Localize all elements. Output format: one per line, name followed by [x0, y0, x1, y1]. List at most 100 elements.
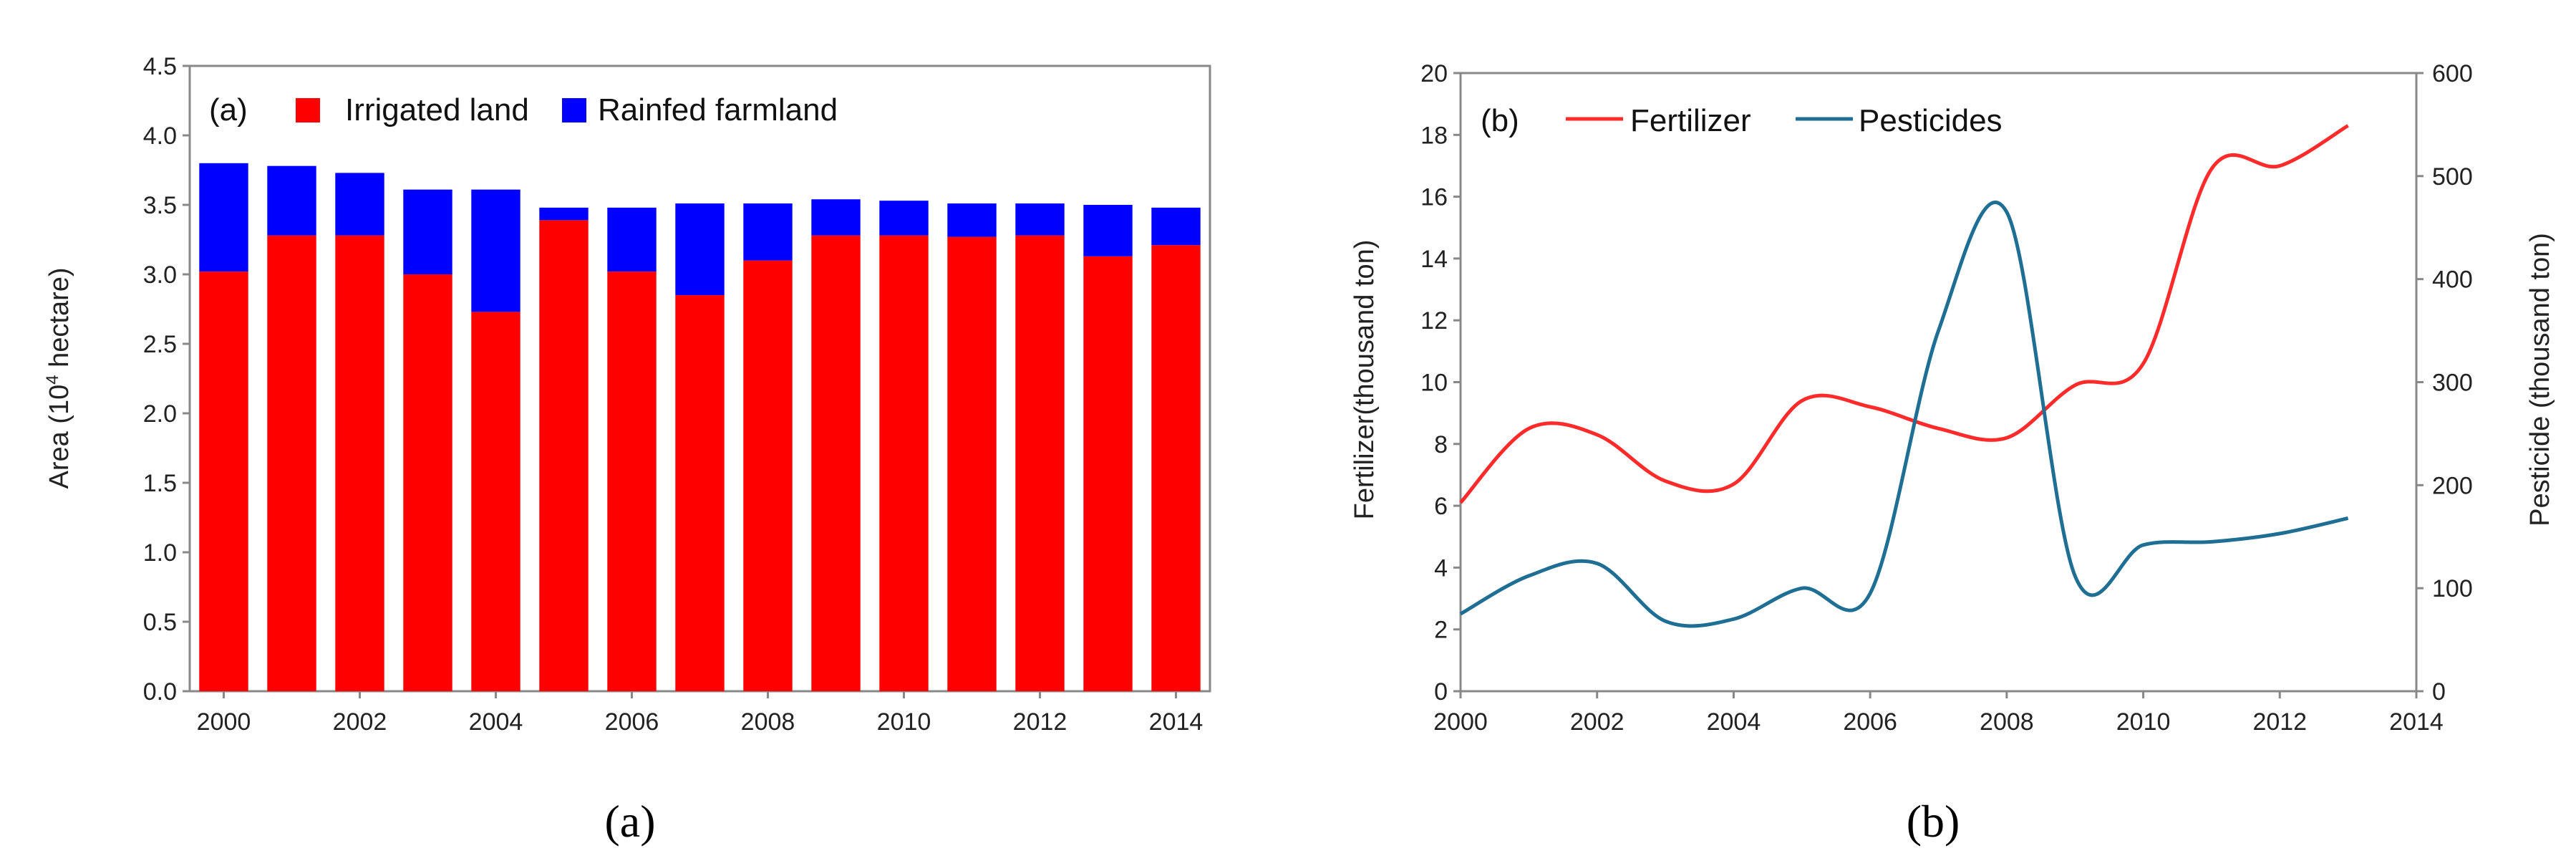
bar-irrigated-land-2004	[471, 312, 520, 691]
panel-b-right-y-tick-label: 500	[2432, 163, 2473, 191]
panel-b-left-y-axis-label: Fertilizer(thousand ton)	[1350, 240, 1380, 520]
panel-a-x-axis: 2000 2002 2004 2006 2008 2010 2012 2014	[197, 691, 1204, 736]
bar-rainfed-farmland-2004	[471, 189, 520, 312]
bar-irrigated-land-2001	[267, 235, 316, 691]
legend-label-irrigated-land: Irrigated land	[345, 92, 529, 128]
bar-rainfed-farmland-2001	[267, 165, 316, 236]
bar-irrigated-land-2014	[1151, 245, 1201, 691]
panel-a-y-tick-label: 4.5	[143, 53, 177, 80]
panel-a-y-tick-label: 3.0	[143, 261, 177, 289]
legend-swatch-irrigated-land	[296, 98, 320, 122]
panel-b-x-tick-label: 2012	[2252, 708, 2307, 736]
panel-a-x-tick-label: 2012	[1013, 708, 1067, 736]
panel-a-y-tick-label: 0.5	[143, 609, 177, 636]
bar-rainfed-farmland-2012	[1015, 203, 1065, 236]
panel-b-right-y-tick-label: 100	[2432, 575, 2473, 602]
panel-b-tag: (b)	[1481, 103, 1519, 138]
panel-b-right-y-axis: 0 100 200 300 400 500 600	[2416, 60, 2473, 706]
panel-b-right-y-tick-label: 200	[2432, 472, 2473, 499]
panel-b-left-y-tick-label: 12	[1420, 307, 1448, 335]
legend-label-rainfed-farmland: Rainfed farmland	[598, 92, 838, 128]
panel-b-x-tick-label: 2000	[1433, 708, 1488, 736]
panel-a-x-tick-label: 2006	[605, 708, 659, 736]
bar-rainfed-farmland-2011	[947, 203, 997, 237]
bar-irrigated-land-2012	[1015, 235, 1065, 691]
panel-b-left-y-tick-label: 8	[1434, 431, 1448, 458]
panel-b-x-tick-label: 2014	[2389, 708, 2444, 736]
panel-a-y-tick-label: 1.5	[143, 470, 177, 497]
panel-b-right-y-tick-label: 600	[2432, 60, 2473, 87]
panel-b-plot-frame	[1459, 72, 2418, 693]
panel-a-chart: 0.00.51.01.52.02.53.03.54.04.5 2000 2002 2…	[43, 53, 1211, 847]
bar-rainfed-farmland-2014	[1151, 207, 1201, 246]
panel-a-y-axis: 0.0 0.5 1.0 1.5 2.0 2.5 3.0 3.5 4.0 4.5	[143, 53, 190, 706]
panel-b-chart: 0 2 4 6 8 10 12 14 16 18 20 0 100 200 300 400 500 600 20…	[1350, 60, 2555, 847]
panel-a-x-tick-label: 2010	[877, 708, 931, 736]
panel-b-caption: (b)	[1907, 796, 1960, 847]
panel-b-right-y-tick-label: 0	[2432, 678, 2446, 706]
panel-b-left-y-tick-label: 10	[1420, 370, 1448, 397]
panel-b-x-tick-label: 2002	[1570, 708, 1624, 736]
panel-a-bars	[199, 163, 1201, 692]
bar-rainfed-farmland-2000	[199, 163, 248, 272]
bar-rainfed-farmland-2002	[335, 173, 384, 236]
panel-b-x-tick-label: 2006	[1843, 708, 1897, 736]
panel-b-left-y-tick-label: 2	[1434, 617, 1448, 644]
bar-rainfed-farmland-2007	[675, 203, 725, 296]
panel-a-tag: (a)	[209, 92, 248, 128]
bar-irrigated-land-2008	[743, 260, 793, 692]
panel-a-y-label-exponent: 4	[43, 375, 62, 384]
panel-b-right-y-axis-label: Pesticide (thousand ton)	[2525, 233, 2555, 526]
panel-a-y-tick-label: 4.0	[143, 122, 177, 150]
panel-a-x-tick-label: 2002	[333, 708, 387, 736]
panel-a-y-tick-label: 3.5	[143, 192, 177, 219]
bar-irrigated-land-2011	[947, 236, 997, 691]
panel-a-y-label-suffix: hectare)	[44, 267, 74, 375]
bar-irrigated-land-2000	[199, 271, 248, 691]
panel-a-x-tick-label: 2008	[741, 708, 795, 736]
legend-label-pesticides: Pesticides	[1859, 103, 2003, 138]
bar-irrigated-land-2006	[607, 271, 657, 691]
panel-a-x-tick-label: 2000	[197, 708, 251, 736]
bar-rainfed-farmland-2008	[743, 203, 793, 261]
panel-b-left-y-tick-label: 14	[1420, 246, 1448, 273]
panel-a-y-tick-label: 2.5	[143, 331, 177, 358]
panel-a-y-tick-label: 1.0	[143, 539, 177, 567]
bar-irrigated-land-2013	[1083, 256, 1133, 691]
panel-a-y-axis-label: Area (104 hectare)	[43, 267, 74, 489]
panel-a-y-tick-label: 2.0	[143, 400, 177, 428]
legend-swatch-rainfed-farmland	[562, 98, 586, 122]
panel-b-left-y-tick-label: 4	[1434, 554, 1448, 582]
bar-rainfed-farmland-2013	[1083, 205, 1133, 256]
panel-b-left-y-tick-label: 0	[1434, 678, 1448, 706]
bar-irrigated-land-2005	[539, 220, 589, 692]
panel-a-y-tick-label: 0.0	[143, 678, 177, 706]
bar-rainfed-farmland-2009	[811, 199, 861, 236]
bar-rainfed-farmland-2006	[607, 207, 657, 272]
panel-b-x-tick-label: 2004	[1707, 708, 1761, 736]
panel-a-y-label-prefix: Area (10	[44, 385, 74, 489]
panel-a-x-tick-label: 2014	[1149, 708, 1204, 736]
panel-b-lines	[1459, 124, 2349, 628]
panel-b-left-y-tick-label: 20	[1420, 60, 1448, 87]
panel-b-right-y-tick-label: 400	[2432, 266, 2473, 294]
bar-irrigated-land-2009	[811, 235, 861, 691]
panel-b-left-y-tick-label: 18	[1420, 122, 1448, 149]
panel-b-left-y-tick-label: 16	[1420, 184, 1448, 211]
bar-rainfed-farmland-2010	[879, 201, 929, 236]
bar-rainfed-farmland-2003	[403, 189, 452, 274]
panel-b-x-tick-label: 2008	[1980, 708, 2034, 736]
panel-a-caption: (a)	[604, 796, 655, 847]
panel-b-left-y-tick-label: 6	[1434, 493, 1448, 520]
bar-irrigated-land-2003	[403, 274, 452, 691]
bar-irrigated-land-2010	[879, 235, 929, 691]
bar-rainfed-farmland-2005	[539, 207, 589, 221]
panel-b-right-y-tick-label: 300	[2432, 370, 2473, 397]
panel-a-x-tick-label: 2004	[469, 708, 523, 736]
legend-label-fertilizer: Fertilizer	[1630, 103, 1751, 138]
panel-b-x-tick-label: 2010	[2116, 708, 2171, 736]
series-line-fertilizer	[1459, 124, 2349, 504]
series-line-pesticides	[1459, 201, 2349, 628]
bar-irrigated-land-2002	[335, 235, 384, 691]
